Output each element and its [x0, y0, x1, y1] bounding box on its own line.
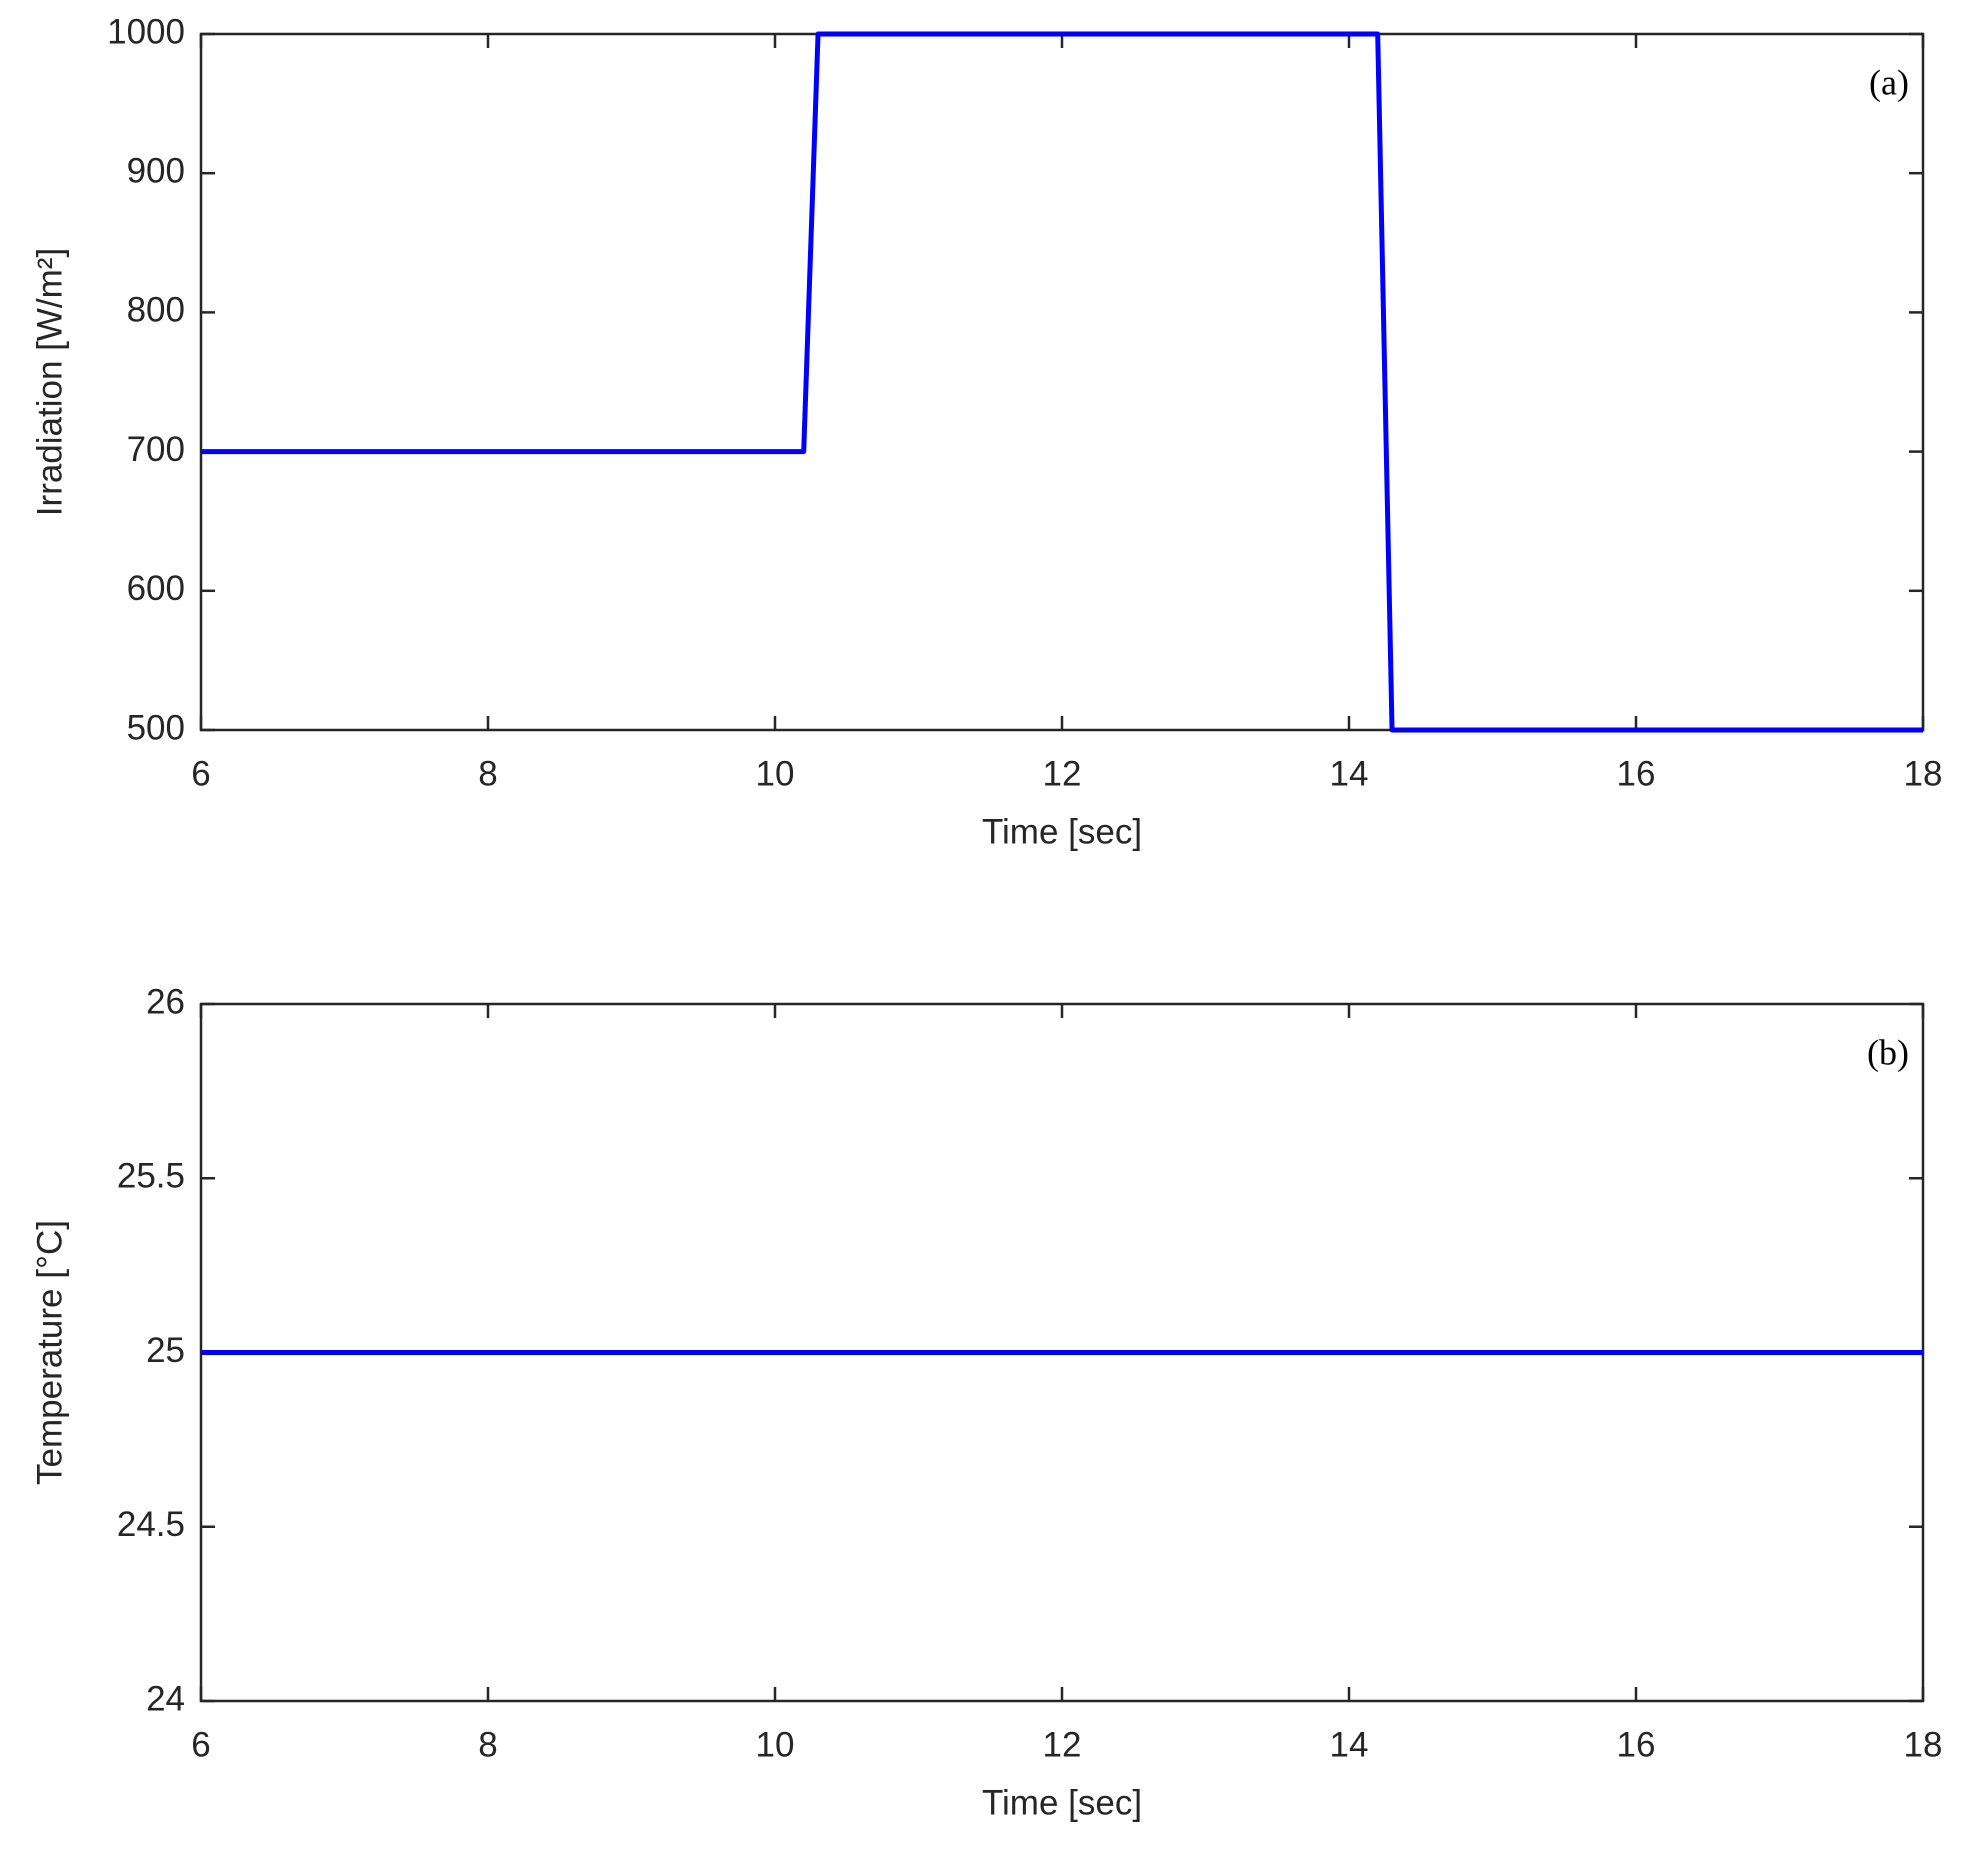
y-tick-label: 900 — [127, 151, 185, 190]
y-tick-label: 800 — [127, 291, 185, 330]
x-tick-label: 10 — [756, 754, 795, 793]
y-tick-label: 500 — [127, 708, 185, 747]
x-tick-label: 10 — [756, 1725, 795, 1764]
x-axis-label: Time [sec] — [982, 812, 1142, 851]
y-tick-label: 24 — [146, 1679, 185, 1718]
x-tick-label: 14 — [1330, 754, 1369, 793]
y-tick-label: 25 — [146, 1331, 185, 1370]
x-tick-label: 18 — [1904, 1725, 1943, 1764]
y-tick-label: 25.5 — [117, 1157, 185, 1196]
y-tick-label: 26 — [146, 982, 185, 1021]
y-tick-label: 600 — [127, 569, 185, 608]
panel-label: (b) — [1867, 1032, 1909, 1072]
plot-area — [199, 32, 1925, 732]
y-tick-label: 700 — [127, 430, 185, 469]
y-tick-label: 24.5 — [117, 1505, 185, 1544]
x-tick-label: 14 — [1330, 1725, 1369, 1764]
panel-label: (a) — [1869, 62, 1909, 102]
x-tick-label: 12 — [1043, 754, 1082, 793]
x-tick-label: 16 — [1617, 754, 1656, 793]
data-line — [201, 31, 1923, 733]
x-tick-label: 12 — [1043, 1725, 1082, 1764]
y-axis-label: Irradiation [W/m²] — [30, 248, 69, 516]
x-tick-label: 8 — [478, 1725, 497, 1764]
x-tick-label: 6 — [191, 1725, 210, 1764]
x-tick-label: 16 — [1617, 1725, 1656, 1764]
x-tick-label: 6 — [191, 754, 210, 793]
x-tick-label: 8 — [478, 754, 497, 793]
y-tick-label: 1000 — [107, 12, 185, 51]
x-axis-label: Time [sec] — [982, 1783, 1142, 1822]
y-axis-label: Temperature [°C] — [30, 1220, 69, 1485]
x-tick-label: 18 — [1904, 754, 1943, 793]
